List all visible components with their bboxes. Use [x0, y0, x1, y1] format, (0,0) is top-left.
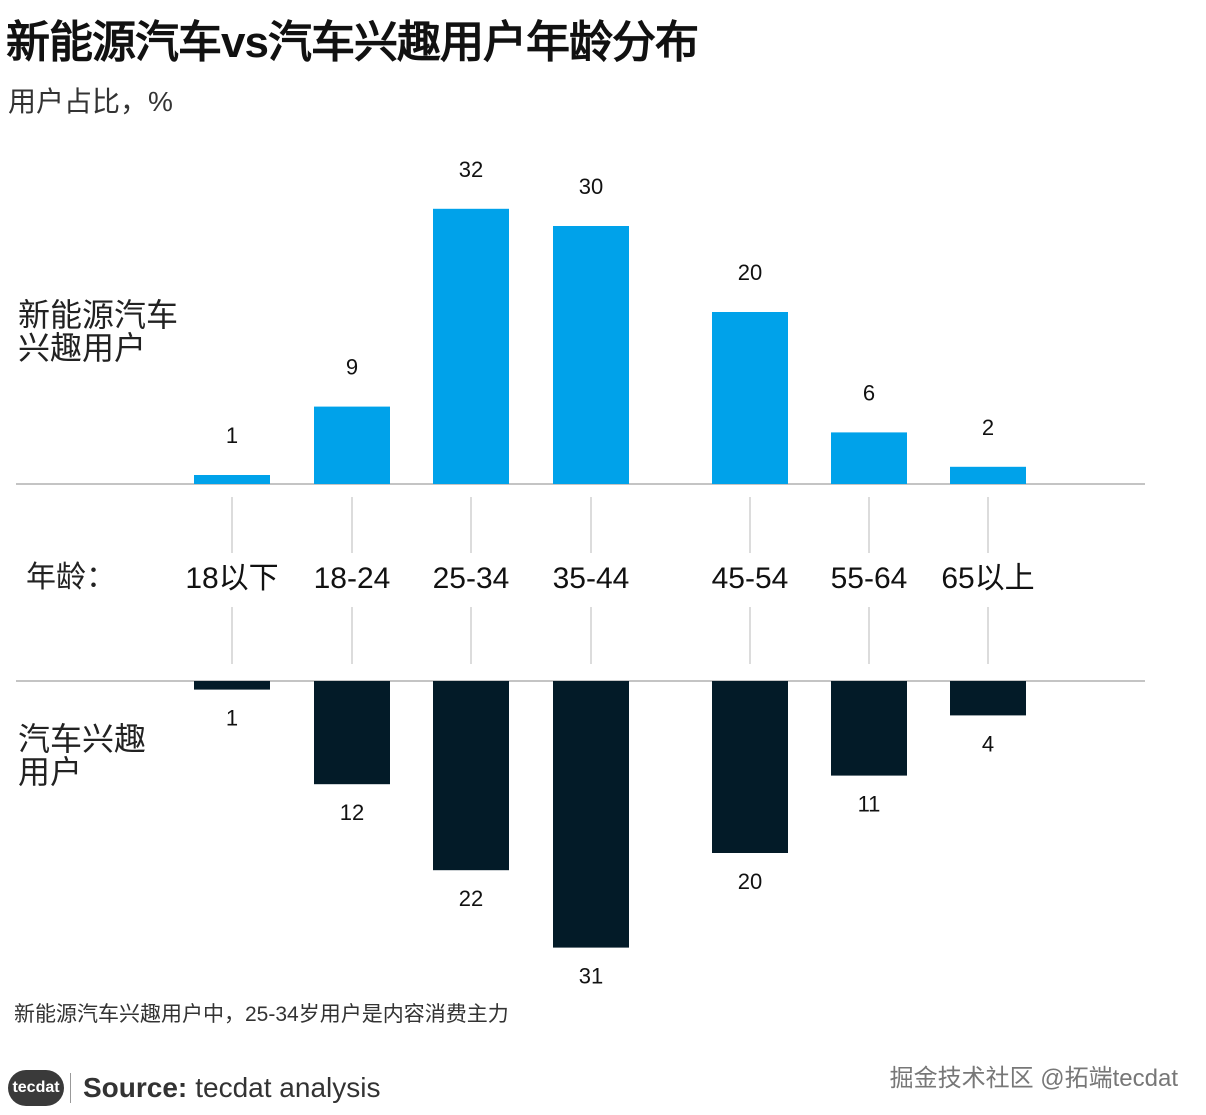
value-label-nev-5: 6: [863, 380, 875, 405]
series-label-nev-line-1: 兴趣用户: [18, 330, 146, 366]
category-label-0: 18以下: [185, 562, 278, 595]
tecdat-logo: tecdat: [8, 1070, 64, 1106]
source-label: Source:: [83, 1072, 188, 1103]
source-footer: tecdat Source: tecdat analysis: [8, 1068, 380, 1108]
bar-auto-6: [950, 681, 1026, 716]
value-label-auto-0: 1: [226, 706, 238, 731]
chart-note: 新能源汽车兴趣用户中，25-34岁用户是内容消费主力: [14, 1003, 509, 1026]
category-label-2: 25-34: [433, 562, 510, 595]
chart-subtitle: 用户占比，%: [8, 86, 173, 117]
series-label-auto-line-1: 用户: [18, 754, 82, 790]
category-label-6: 65以上: [941, 562, 1034, 595]
value-label-nev-2: 32: [459, 157, 483, 182]
category-label-5: 55-64: [831, 562, 908, 595]
bar-auto-4: [712, 681, 788, 853]
value-label-auto-4: 20: [738, 869, 762, 894]
category-label-1: 18-24: [314, 562, 391, 595]
bar-nev-5: [831, 432, 907, 484]
age-axis-title: 年龄：: [26, 561, 116, 594]
bar-nev-4: [712, 312, 788, 484]
value-label-auto-5: 11: [858, 792, 881, 817]
value-label-nev-0: 1: [226, 423, 238, 448]
value-label-auto-3: 31: [579, 964, 603, 989]
series-label-nev-line-0: 新能源汽车: [18, 297, 178, 333]
value-label-nev-6: 2: [982, 415, 994, 440]
value-label-auto-6: 4: [982, 731, 994, 756]
watermark: 掘金技术社区 @拓端tecdat: [889, 1065, 1178, 1092]
bar-nev-3: [553, 226, 629, 484]
bar-auto-3: [553, 681, 629, 948]
value-label-nev-4: 20: [738, 260, 762, 285]
bar-auto-0: [194, 681, 270, 690]
footer-divider: [70, 1073, 71, 1103]
bar-auto-2: [433, 681, 509, 871]
bar-auto-1: [314, 681, 390, 785]
bar-nev-2: [433, 208, 509, 485]
value-label-auto-1: 12: [340, 800, 364, 825]
series-label-auto-line-0: 汽车兴趣: [18, 721, 146, 757]
source-text: tecdat analysis: [195, 1072, 381, 1103]
value-label-auto-2: 22: [459, 886, 483, 911]
category-label-4: 45-54: [712, 562, 789, 595]
chart-title: 新能源汽车vs汽车兴趣用户年龄分布: [6, 18, 699, 67]
category-label-3: 35-44: [553, 562, 630, 595]
bar-nev-0: [194, 475, 270, 484]
value-label-nev-1: 9: [346, 355, 358, 380]
bar-auto-5: [831, 681, 907, 776]
bar-nev-1: [314, 406, 390, 484]
value-label-nev-3: 30: [579, 174, 603, 199]
bar-nev-6: [950, 466, 1026, 484]
